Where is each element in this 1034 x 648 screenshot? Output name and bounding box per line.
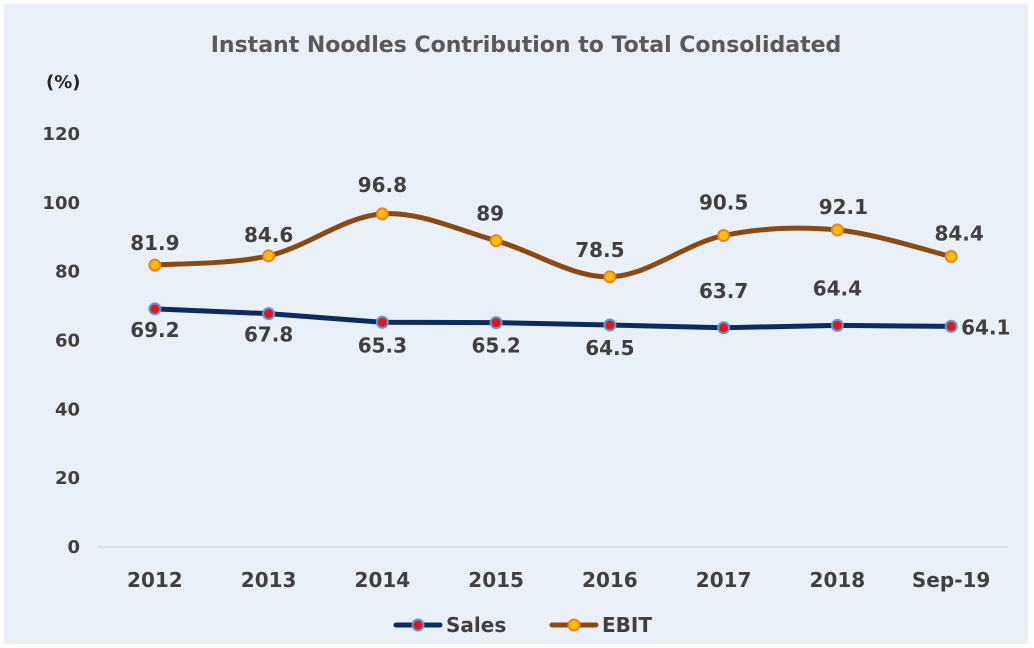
data-point-sales: [262, 307, 276, 321]
legend-item-sales: Sales: [393, 613, 506, 637]
legend-label: EBIT: [602, 613, 652, 637]
data-point-ebit: [603, 270, 617, 284]
data-point-ebit: [375, 207, 389, 221]
x-tick-label: 2014: [355, 568, 411, 592]
series-ebit: [148, 207, 958, 284]
x-tick-label: 2017: [696, 568, 752, 592]
chart-frame: Instant Noodles Contribution to Total Co…: [4, 4, 1028, 644]
chart-title: Instant Noodles Contribution to Total Co…: [211, 33, 842, 58]
data-label-sales: 64.4: [813, 276, 862, 300]
legend-item-ebit: EBIT: [549, 613, 652, 637]
y-axis: 0 20 40 60 80 100 120: [42, 124, 80, 558]
series-layer: [148, 207, 958, 335]
chart-svg: Instant Noodles Contribution to Total Co…: [42, 33, 1010, 637]
data-label-sales: 63.7: [699, 279, 748, 303]
data-label-sales: 64.1: [961, 315, 1010, 339]
data-label-sales: 65.2: [471, 334, 520, 358]
data-point-ebit: [944, 250, 958, 264]
data-label-ebit: 92.1: [819, 195, 868, 219]
data-point-ebit: [717, 229, 731, 243]
legend: Sales EBIT: [393, 613, 652, 637]
data-point-ebit: [489, 234, 503, 248]
y-tick-label: 20: [55, 468, 80, 489]
y-unit-label: (%): [46, 72, 81, 93]
x-tick-label: 2012: [127, 568, 183, 592]
y-tick-label: 40: [55, 399, 80, 420]
data-point-sales: [944, 319, 958, 333]
data-point-ebit: [148, 258, 162, 272]
x-tick-label: 2015: [468, 568, 524, 592]
data-label-sales: 67.8: [244, 323, 293, 347]
data-label-ebit: 78.5: [575, 238, 624, 262]
data-point-sales: [717, 321, 731, 335]
data-point-sales: [830, 318, 844, 332]
x-tick-label: Sep-19: [912, 568, 990, 592]
series-line-ebit: [152, 211, 954, 280]
series-sales: [148, 302, 958, 335]
data-labels: 69.2 67.8 65.3 65.2 64.5 63.7 64.4 64.1 81.9 84.6…: [130, 173, 1010, 360]
data-point-sales: [148, 302, 162, 316]
series-line-sales: [152, 306, 954, 331]
y-tick-label: 100: [42, 193, 80, 214]
data-label-sales: 65.3: [358, 333, 407, 357]
y-tick-label: 80: [55, 262, 80, 283]
x-tick-label: 2016: [582, 568, 638, 592]
data-label-ebit: 84.6: [244, 223, 293, 247]
data-point-sales: [489, 316, 503, 330]
data-label-sales: 69.2: [130, 318, 179, 342]
data-label-ebit: 81.9: [130, 231, 179, 255]
legend-label: Sales: [446, 613, 506, 637]
data-point-ebit: [262, 249, 276, 263]
data-label-ebit: 89: [476, 202, 504, 226]
x-axis: 2012 2013 2014 2015 2016 2017 2018 Sep-19: [127, 568, 990, 592]
data-point-sales: [603, 318, 617, 332]
y-tick-label: 120: [42, 124, 80, 145]
y-tick-label: 0: [67, 537, 80, 558]
data-label-sales: 64.5: [585, 336, 634, 360]
legend-swatch-marker: [567, 618, 581, 632]
data-label-ebit: 96.8: [358, 173, 407, 197]
data-label-ebit: 90.5: [699, 191, 748, 215]
data-label-ebit: 84.4: [934, 222, 983, 246]
x-tick-label: 2018: [810, 568, 866, 592]
data-point-sales: [375, 315, 389, 329]
y-tick-label: 60: [55, 331, 80, 352]
x-tick-label: 2013: [241, 568, 297, 592]
data-point-ebit: [830, 223, 844, 237]
legend-swatch-marker: [411, 618, 425, 632]
